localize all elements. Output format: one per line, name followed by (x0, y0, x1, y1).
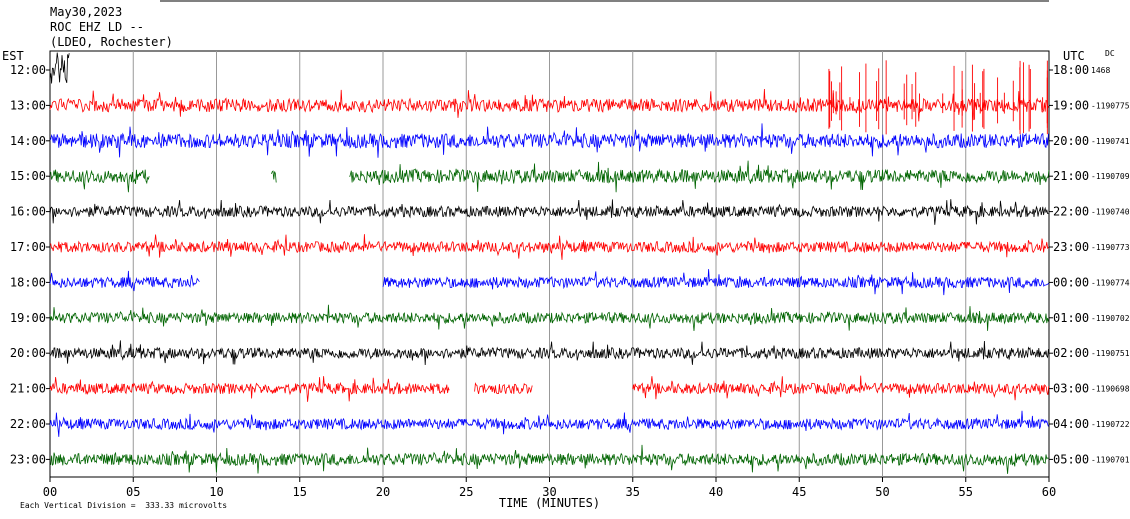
est-hour-label: 17:00 (10, 240, 46, 254)
utc-hour-label: 01:00 (1053, 311, 1089, 325)
dc-offset-label: -1190774 (1091, 278, 1130, 287)
dc-offset-label: -1190775 (1091, 101, 1130, 110)
seismic-trace (474, 382, 533, 395)
x-tick-label: 15 (293, 485, 307, 499)
dc-offset-label: -1190702 (1091, 314, 1130, 323)
x-tick-label: 00 (43, 485, 57, 499)
utc-hour-label: 03:00 (1053, 382, 1089, 396)
dc-offset-label: -1190773 (1091, 243, 1130, 252)
x-tick-label: 40 (709, 485, 723, 499)
seismic-trace (49, 340, 1049, 366)
x-tick-label: 50 (875, 485, 889, 499)
chart-date: May30,2023 (50, 5, 123, 19)
dc-offset-label: -1190709 (1091, 172, 1130, 181)
est-hour-label: 22:00 (10, 417, 46, 431)
x-tick-label: 45 (792, 485, 806, 499)
seismic-trace (49, 169, 150, 193)
scale-note: Each Vertical Division = 333.33 microvol… (20, 501, 228, 510)
est-hour-label: 14:00 (10, 134, 46, 148)
seismic-trace (49, 410, 1049, 437)
dc-offset-header: DC (1105, 49, 1115, 58)
x-axis-title: TIME (MINUTES) (499, 496, 600, 510)
seismic-trace (382, 269, 1049, 296)
seismic-trace (349, 160, 1050, 193)
x-tick-label: 30 (542, 485, 556, 499)
seismic-trace (49, 234, 1049, 260)
seismic-trace (49, 376, 450, 402)
seismic-trace (49, 88, 1049, 122)
est-hour-label: 19:00 (10, 311, 46, 325)
chart-station: ROC EHZ LD -- (50, 20, 144, 34)
dc-offset-label: -1190741 (1091, 137, 1130, 146)
utc-hour-label: 19:00 (1053, 98, 1089, 112)
utc-hour-label: 05:00 (1053, 452, 1089, 466)
utc-hour-label: 21:00 (1053, 169, 1089, 183)
seismic-trace (49, 199, 1049, 225)
x-tick-label: 55 (959, 485, 973, 499)
dc-offset-label: 1468 (1091, 66, 1110, 75)
seismic-trace (271, 170, 277, 183)
utc-hour-label: 02:00 (1053, 346, 1089, 360)
dc-offset-label: -1190698 (1091, 385, 1130, 394)
utc-timezone-label: UTC (1063, 49, 1085, 63)
seismic-trace (632, 375, 1050, 401)
utc-hour-label: 00:00 (1053, 275, 1089, 289)
seismic-trace (49, 444, 1049, 474)
utc-hour-label: 18:00 (1053, 63, 1089, 77)
seismic-trace (49, 270, 200, 292)
utc-hour-label: 04:00 (1053, 417, 1089, 431)
dc-offset-label: -1190722 (1091, 420, 1130, 429)
x-tick-label: 35 (626, 485, 640, 499)
est-hour-label: 12:00 (10, 63, 46, 77)
est-hour-label: 23:00 (10, 452, 46, 466)
x-tick-label: 60 (1042, 485, 1056, 499)
seismic-trace (49, 123, 1049, 158)
est-timezone-label: EST (2, 49, 24, 63)
est-hour-label: 21:00 (10, 382, 46, 396)
x-tick-label: 25 (459, 485, 473, 499)
utc-hour-label: 23:00 (1053, 240, 1089, 254)
seismic-trace (49, 52, 70, 84)
x-tick-label: 05 (126, 485, 140, 499)
utc-hour-label: 22:00 (1053, 205, 1089, 219)
x-tick-label: 10 (209, 485, 223, 499)
est-hour-label: 20:00 (10, 346, 46, 360)
dc-offset-label: -1190751 (1091, 349, 1130, 358)
utc-hour-label: 20:00 (1053, 134, 1089, 148)
dc-offset-label: -1190701 (1091, 455, 1130, 464)
est-hour-label: 16:00 (10, 205, 46, 219)
dc-offset-label: -1190740 (1091, 208, 1130, 217)
est-hour-label: 13:00 (10, 98, 46, 112)
est-hour-label: 18:00 (10, 275, 46, 289)
seismic-trace (49, 304, 1049, 331)
x-tick-label: 20 (376, 485, 390, 499)
chart-network: (LDEO, Rochester) (50, 35, 173, 49)
est-hour-label: 15:00 (10, 169, 46, 183)
